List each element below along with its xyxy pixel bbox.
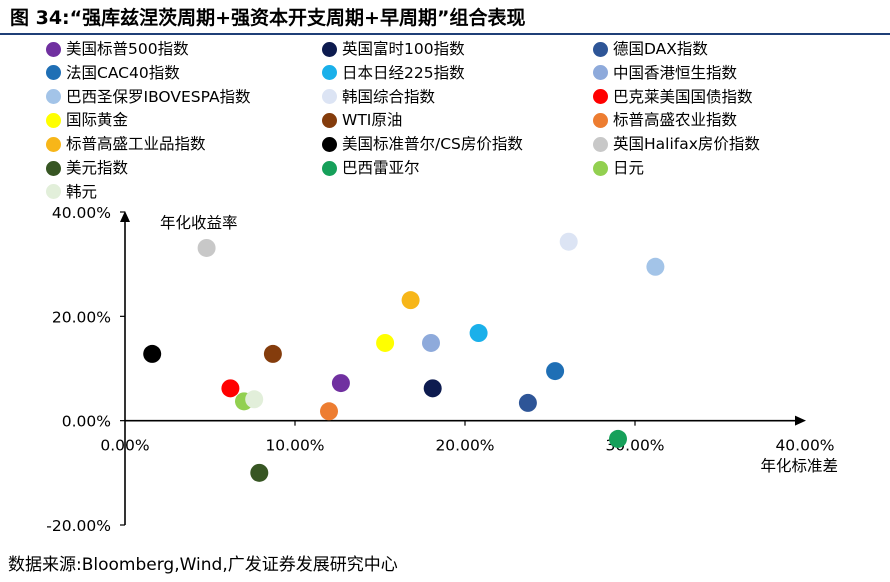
tick-labels: 40.00% 20.00% 0.00% -20.00% 0.00% 10.00% 20.00… — [46, 204, 834, 535]
data-point: 中国香港恒生指数 — [422, 333, 440, 352]
watermark: 静观金融 — [722, 529, 828, 561]
legend-swatch — [46, 41, 61, 57]
legend-item: 中国香港恒生指数 — [593, 62, 737, 84]
legend-label: 巴西圣保罗IBOVESPA指数 — [66, 87, 251, 106]
legend-label: 韩国综合指数 — [342, 87, 436, 106]
legend-item: 德国DAX指数 — [593, 38, 708, 60]
y-tick-label: -20.00% — [46, 517, 111, 535]
data-point: 德国DAX指数 — [518, 393, 537, 412]
x-axis-label: 年化标准差 — [760, 457, 838, 475]
legend-item: 标普高盛农业指数 — [593, 109, 737, 131]
data-point: 韩元 — [245, 390, 264, 409]
y-tick-label: 20.00% — [52, 308, 111, 326]
legend-swatch — [593, 41, 608, 57]
x-tick-label: 10.00% — [265, 437, 324, 455]
legend-item: 巴西雷亚尔 — [322, 157, 420, 179]
legend-swatch — [322, 89, 337, 105]
legend-item: 英国Halifax房价指数 — [593, 133, 760, 155]
legend-label: 标普高盛农业指数 — [613, 111, 738, 130]
legend-swatch — [322, 41, 337, 57]
legend-label: 英国富时100指数 — [342, 40, 465, 58]
x-axis-arrow — [795, 415, 806, 426]
data-point: 英国Halifax房价指数 — [197, 238, 216, 257]
legend-item: 日本日经225指数 — [322, 62, 465, 84]
data-point: 日本日经225指数 — [469, 324, 488, 343]
legend-item: 巴克莱美国国债指数 — [593, 86, 753, 108]
legend-label: 巴西雷亚尔 — [342, 159, 420, 177]
legend-swatch — [46, 184, 61, 200]
figure-title: 图 34:“强库兹涅茨周期+强资本开支周期+早周期”组合表现 — [10, 7, 526, 29]
legend-label: 巴克莱美国国债指数 — [613, 87, 753, 106]
source-note: 数据来源:Bloomberg,Wind,广发证券发展研究中心 — [8, 555, 398, 575]
legend-swatch — [322, 112, 337, 128]
legend-label: 美国标普500指数 — [66, 40, 189, 58]
legend-label: 美元指数 — [66, 159, 129, 177]
legend-swatch — [322, 136, 337, 152]
legend-item: 韩元 — [46, 181, 97, 203]
legend-swatch — [322, 160, 337, 176]
legend-item: 国际黄金 — [46, 109, 128, 131]
legend-swatch — [322, 65, 337, 81]
legend-swatch — [46, 136, 61, 152]
legend-swatch — [593, 136, 608, 152]
data-point: 巴克莱美国国债指数 — [221, 379, 240, 398]
legend-item: 美国标准普尔/CS房价指数 — [322, 133, 523, 155]
title-underline — [0, 33, 890, 35]
legend-swatch — [46, 160, 61, 176]
legend-swatch — [46, 89, 61, 105]
legend-swatch — [593, 89, 608, 105]
y-tick-label: 0.00% — [62, 413, 111, 431]
legend-item: 标普高盛工业品指数 — [46, 133, 206, 155]
legend-swatch — [593, 65, 608, 81]
legend-label: 韩元 — [66, 182, 98, 201]
legend-swatch — [593, 160, 608, 176]
x-tick-label: 40.00% — [775, 437, 834, 455]
legend-label: 国际黄金 — [66, 111, 129, 130]
data-point: 标普高盛工业品指数 — [401, 291, 420, 310]
data-point: 标普高盛农业指数 — [320, 402, 338, 421]
data-point: 美国标普500指数 — [331, 374, 350, 393]
legend-swatch — [46, 112, 61, 128]
watermark-text: 静观金融 — [752, 535, 829, 558]
y-tick-label: 40.00% — [52, 204, 111, 222]
data-point: 韩国综合指数 — [559, 232, 578, 251]
legend-swatch — [593, 112, 608, 128]
legend-label: 英国Halifax房价指数 — [613, 135, 760, 154]
legend-item: 美元指数 — [46, 157, 128, 179]
legend-item: 韩国综合指数 — [322, 86, 435, 108]
legend-label: 标普高盛工业品指数 — [66, 135, 206, 154]
wechat-icon — [722, 532, 748, 559]
data-point: 美国标准普尔/CS房价指数 — [143, 344, 162, 363]
data-point: 英国富时100指数 — [423, 379, 442, 398]
data-point: 巴西圣保罗IBOVESPA指数 — [646, 257, 665, 276]
legend-item: 英国富时100指数 — [322, 38, 465, 60]
data-point: 法国CAC40指数 — [546, 362, 565, 381]
data-point: 巴西雷亚尔 — [609, 429, 627, 448]
legend-item: 美国标普500指数 — [46, 38, 189, 60]
legend-item: 巴西圣保罗IBOVESPA指数 — [46, 86, 251, 108]
chart-axes — [120, 211, 806, 526]
legend-item: 法国CAC40指数 — [46, 62, 180, 84]
y-axis-label: 年化收益率 — [160, 214, 238, 232]
legend-label: 美国标准普尔/CS房价指数 — [342, 135, 523, 154]
legend-item: WTI原油 — [322, 109, 402, 131]
legend-item: 日元 — [593, 157, 644, 179]
legend-label: 法国CAC40指数 — [66, 63, 180, 82]
legend-label: 日本日经225指数 — [342, 63, 465, 82]
legend-label: WTI原油 — [342, 111, 403, 130]
legend-label: 中国香港恒生指数 — [613, 63, 738, 82]
x-tick-label: 20.00% — [435, 437, 494, 455]
x-tick-label: 0.00% — [100, 437, 149, 455]
legend-label: 日元 — [613, 159, 645, 177]
data-point: 美元指数 — [250, 463, 269, 482]
legend-swatch — [46, 65, 61, 81]
data-point: 国际黄金 — [376, 333, 395, 352]
y-axis-arrow — [120, 211, 130, 222]
data-point: WTI原油 — [263, 344, 282, 363]
legend-label: 德国DAX指数 — [613, 40, 708, 58]
